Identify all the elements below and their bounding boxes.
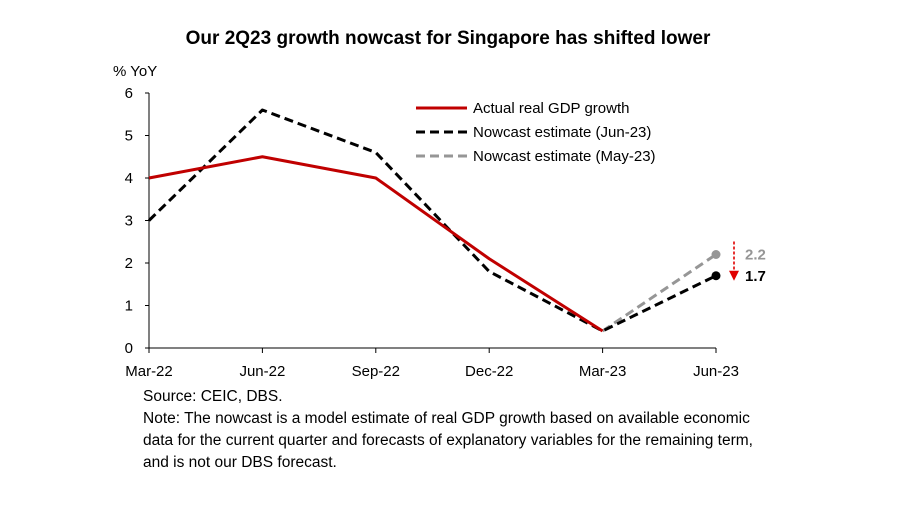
x-tick-label: Mar-23: [579, 363, 627, 380]
x-tick-label: Jun-23: [693, 363, 739, 380]
series-line-0: [148, 155, 604, 333]
y-axis-label: % YoY: [113, 63, 157, 80]
growth-nowcast-chart: Our 2Q23 growth nowcast for Singapore ha…: [113, 28, 766, 380]
annotation-label-1: 1.7: [745, 268, 766, 285]
legend-label-1: Nowcast estimate (Jun-23): [473, 124, 651, 141]
series-layer: [147, 108, 717, 333]
y-tick-label: 0: [125, 340, 133, 357]
legend-label-0: Actual real GDP growth: [473, 100, 629, 117]
y-tick-label: 3: [125, 213, 133, 230]
chart-legend: Actual real GDP growth Nowcast estimate (…: [416, 100, 656, 165]
y-tick-label: 2: [125, 255, 133, 272]
note-line-2: data for the current quarter and forecas…: [143, 432, 753, 449]
y-tick-label: 5: [125, 128, 133, 145]
x-tick-label: Sep-22: [352, 363, 400, 380]
annotation-layer: 2.21.7: [711, 241, 766, 285]
note-line-3: and is not our DBS forecast.: [143, 454, 337, 471]
x-tick-label: Jun-22: [239, 363, 285, 380]
x-tick-label: Dec-22: [465, 363, 513, 380]
source-text: Source: CEIC, DBS.: [143, 388, 283, 405]
note-line-1: Note: The nowcast is a model estimate of…: [143, 410, 750, 427]
series-line-1: [147, 108, 717, 333]
series-endpoint-marker: [711, 271, 721, 281]
chart-axes: 0 1 2 3 4 5 6 Mar-22 Jun-22 Sep-22 Dec-22 Mar-23 Jun…: [125, 85, 739, 380]
series-line-2: [601, 253, 717, 333]
y-tick-label: 6: [125, 85, 133, 102]
x-tick-label: Mar-22: [125, 363, 173, 380]
shift-arrow-head: [729, 270, 739, 281]
chart-footer: Source: CEIC, DBS. Note: The nowcast is …: [143, 386, 823, 474]
y-tick-label: 4: [125, 170, 133, 187]
legend-label-2: Nowcast estimate (May-23): [473, 148, 656, 165]
annotation-label-0: 2.2: [745, 247, 766, 264]
chart-title: Our 2Q23 growth nowcast for Singapore ha…: [186, 28, 711, 49]
series-endpoint-marker: [711, 250, 721, 259]
y-tick-label: 1: [125, 298, 133, 315]
